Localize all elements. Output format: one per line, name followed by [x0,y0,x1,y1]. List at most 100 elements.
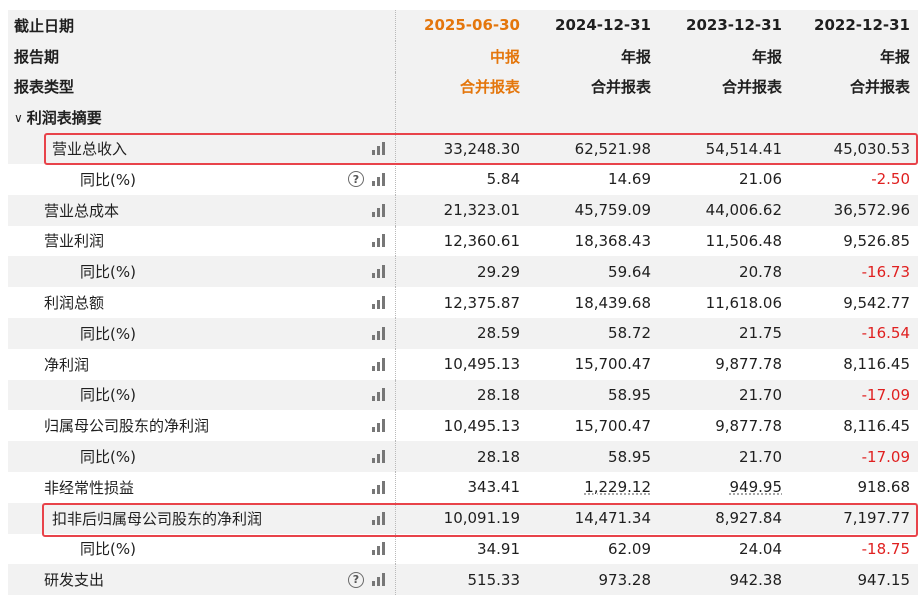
header-date-2[interactable]: 2024-12-31 [528,10,659,41]
row-value: 9,877.78 [659,410,790,442]
row-label: 同比(%) [8,256,395,288]
row-value: 8,116.45 [790,348,918,380]
bar-chart-icon[interactable] [372,203,385,217]
bar-chart-icon[interactable] [372,450,385,464]
row-value: 15,700.47 [528,410,659,442]
row-value: 33,248.30 [400,133,528,164]
chevron-down-icon: ∨ [14,110,23,125]
row-value: 62.09 [528,533,659,565]
bar-chart-icon[interactable] [372,357,385,371]
bar-chart-icon[interactable] [372,326,385,340]
bar-chart-icon[interactable] [372,234,385,248]
row-value: 8,927.84 [659,502,790,534]
row-icons [372,142,385,156]
row-label: 营业利润 [8,225,395,257]
section-title: 利润表摘要 [26,109,102,128]
row-label: 净利润 [8,348,395,380]
row-value: 29.29 [400,256,528,288]
row-value: 21.75 [659,317,790,349]
row-label: 营业总成本 [8,194,395,226]
row-value: 9,542.77 [790,287,918,318]
section-toggle[interactable]: ∨ 利润表摘要 [8,102,395,134]
row-value: 918.68 [790,471,918,503]
row-label-text: 研发支出 [44,571,105,590]
row-label: 同比(%) [8,379,395,411]
row-icons [372,450,385,464]
row-value: -18.75 [790,533,918,565]
row-label: 利润总额 [8,287,395,318]
row-icons [372,419,385,433]
row-icons [372,480,385,494]
row-label-text: 同比(%) [80,386,136,405]
header-date-1[interactable]: 2025-06-30 [400,10,528,41]
bar-chart-icon[interactable] [372,265,385,279]
header-type-3: 合并报表 [659,71,790,103]
help-icon[interactable]: ? [348,171,364,188]
row-icons [372,234,385,248]
row-value: 21,323.01 [400,194,528,226]
bar-chart-icon[interactable] [372,511,385,525]
row-value: 515.33 [400,564,528,596]
row-value: 343.41 [400,471,528,503]
row-value: 11,618.06 [659,287,790,318]
highlight-box-deducted-net-profit [42,503,918,537]
header-date-label: 截止日期 [8,10,395,41]
row-label: 同比(%) [8,317,395,349]
row-value: 28.59 [400,317,528,349]
row-value: 15,700.47 [528,348,659,380]
row-value: 45,030.53 [790,133,918,164]
help-icon[interactable]: ? [348,571,364,588]
row-label-text: 同比(%) [80,540,136,559]
row-label-text: 归属母公司股东的净利润 [44,417,210,436]
row-value: -16.54 [790,317,918,349]
bar-chart-icon[interactable] [372,388,385,402]
row-icons [372,388,385,402]
row-value: 14,471.34 [528,502,659,534]
header-type-1: 合并报表 [400,71,528,103]
bar-chart-icon[interactable] [372,142,385,156]
header-date-4[interactable]: 2022-12-31 [790,10,918,41]
row-icons [372,511,385,525]
row-value: 44,006.62 [659,194,790,226]
bar-chart-icon[interactable] [372,573,385,587]
header-period-2: 年报 [528,40,659,72]
bar-chart-icon[interactable] [372,542,385,556]
row-value: 10,091.19 [400,502,528,534]
row-value: 24.04 [659,533,790,565]
row-icons: ? [348,171,385,188]
header-date-3[interactable]: 2023-12-31 [659,10,790,41]
financial-table: 截止日期 2025-06-30 2024-12-31 2023-12-31 20… [8,10,918,596]
header-type-4: 合并报表 [790,71,918,103]
row-value: 21.70 [659,379,790,411]
row-icons [372,265,385,279]
row-value: 58.72 [528,317,659,349]
bar-chart-icon[interactable] [372,296,385,310]
bar-chart-icon[interactable] [372,480,385,494]
row-label-text: 同比(%) [80,448,136,467]
row-value: 8,116.45 [790,410,918,442]
row-value: 973.28 [528,564,659,596]
header-type-label: 报表类型 [8,71,395,103]
row-value: 12,360.61 [400,225,528,257]
row-value: 947.15 [790,564,918,596]
row-value: 10,495.13 [400,348,528,380]
row-label-text: 营业总成本 [44,201,120,220]
row-value: 1,229.12 [528,471,659,503]
row-value: 11,506.48 [659,225,790,257]
bar-chart-icon[interactable] [372,172,385,186]
bar-chart-icon[interactable] [372,419,385,433]
row-label: 同比(%)? [8,163,395,195]
row-value: 14.69 [528,163,659,195]
row-label-text: 营业利润 [44,232,105,251]
row-value: -17.09 [790,441,918,472]
row-value: -17.09 [790,379,918,411]
row-value: 949.95 [659,471,790,503]
row-value: 58.95 [528,441,659,472]
row-value: 9,877.78 [659,348,790,380]
row-value: 54,514.41 [659,133,790,164]
header-type-2: 合并报表 [528,71,659,103]
row-value: 12,375.87 [400,287,528,318]
row-value: -16.73 [790,256,918,288]
row-label-text: 营业总收入 [52,140,128,159]
row-value: 20.78 [659,256,790,288]
